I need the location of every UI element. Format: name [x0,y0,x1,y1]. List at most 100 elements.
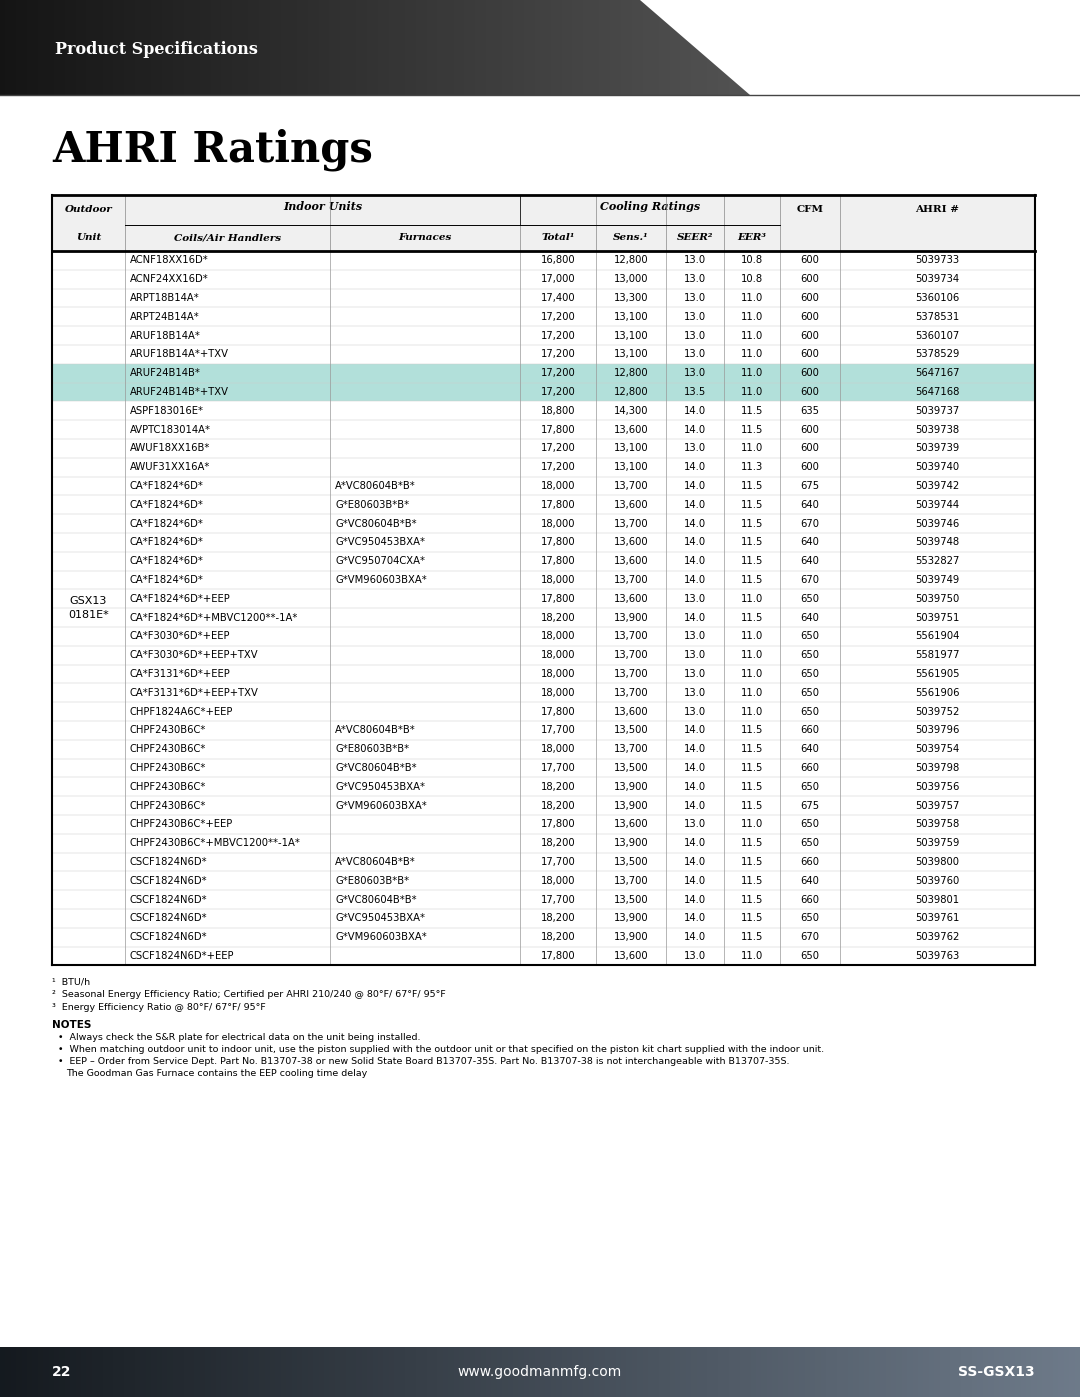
Bar [443,1347,448,1397]
Text: 17,000: 17,000 [541,274,576,284]
Bar [718,1347,724,1397]
Bar [729,1347,734,1397]
Bar [0,1347,5,1397]
Text: 640: 640 [800,538,820,548]
Bar [52,327,1035,345]
Text: CHPF2430B6C*: CHPF2430B6C* [130,745,206,754]
Text: 650: 650 [800,782,820,792]
Bar [1031,1347,1037,1397]
Text: Product Specifications: Product Specifications [55,41,258,57]
Bar [416,0,421,95]
Text: 18,000: 18,000 [541,650,576,661]
Bar [324,0,329,95]
Bar [632,0,637,95]
Text: Sens.¹: Sens.¹ [613,233,649,243]
Text: 14.0: 14.0 [684,782,706,792]
Text: ASPF183016E*: ASPF183016E* [130,405,204,416]
Text: www.goodmanmfg.com: www.goodmanmfg.com [458,1365,622,1379]
Bar [146,0,151,95]
Bar [200,1347,205,1397]
Bar [977,0,983,95]
Text: 14.0: 14.0 [684,462,706,472]
Bar [697,0,702,95]
Bar [508,1347,513,1397]
Text: 13,700: 13,700 [613,669,648,679]
Bar [745,1347,751,1397]
Bar [956,0,961,95]
Bar [216,1347,221,1397]
Bar [734,1347,740,1397]
Text: 13,700: 13,700 [613,745,648,754]
Bar [297,0,302,95]
Bar [5,1347,11,1397]
Bar [389,0,394,95]
Bar [616,1347,621,1397]
Bar [416,1347,421,1397]
Bar [929,0,934,95]
Bar [497,1347,502,1397]
Bar [653,0,659,95]
Bar [788,1347,794,1397]
Bar [767,0,772,95]
Bar [902,0,907,95]
Text: 5039744: 5039744 [916,500,959,510]
Bar [443,0,448,95]
Text: 11.0: 11.0 [741,951,764,961]
Bar [848,0,853,95]
Text: ARUF18B14A*: ARUF18B14A* [130,331,201,341]
Text: 5039752: 5039752 [916,707,960,717]
Text: 5378529: 5378529 [916,349,960,359]
Text: 11.5: 11.5 [741,405,764,416]
Text: 12,800: 12,800 [613,369,648,379]
Bar [1075,0,1080,95]
Bar [853,0,859,95]
Text: 17,700: 17,700 [541,763,576,773]
Text: 18,000: 18,000 [541,669,576,679]
Text: 11.3: 11.3 [741,462,764,472]
Text: AWUF31XX16A*: AWUF31XX16A* [130,462,211,472]
Text: 13,900: 13,900 [613,613,648,623]
Bar [52,270,1035,289]
Text: ARPT18B14A*: ARPT18B14A* [130,293,200,303]
Text: 11.5: 11.5 [741,518,764,528]
Bar [52,383,1035,401]
Text: 5039759: 5039759 [916,838,960,848]
Bar [54,0,59,95]
Text: 11.0: 11.0 [741,369,764,379]
Bar [49,0,54,95]
Bar [76,1347,81,1397]
Bar [475,0,481,95]
Bar [49,1347,54,1397]
Text: 13.0: 13.0 [684,687,706,697]
Bar [464,1347,470,1397]
Text: 13.0: 13.0 [684,820,706,830]
Bar [502,0,508,95]
Bar [373,0,378,95]
Bar [497,0,502,95]
Bar [389,1347,394,1397]
Text: 600: 600 [800,462,820,472]
Text: 13,900: 13,900 [613,782,648,792]
Text: 22: 22 [52,1365,71,1379]
Bar [22,0,27,95]
Text: 635: 635 [800,405,820,416]
Text: 13.0: 13.0 [684,349,706,359]
Bar [815,1347,821,1397]
Text: 13,700: 13,700 [613,631,648,641]
Text: 650: 650 [800,914,820,923]
Bar [194,0,200,95]
Bar [853,1347,859,1397]
Text: 640: 640 [800,613,820,623]
Bar [475,1347,481,1397]
Bar [950,1347,956,1397]
Bar [697,1347,702,1397]
Bar [254,0,259,95]
Text: 5561904: 5561904 [916,631,960,641]
Bar [886,1347,891,1397]
Bar [319,1347,324,1397]
Text: 17,200: 17,200 [541,369,576,379]
Text: CA*F1824*6D*: CA*F1824*6D* [130,500,204,510]
Bar [351,0,356,95]
Bar [794,1347,799,1397]
Text: CA*F1824*6D*: CA*F1824*6D* [130,481,204,490]
